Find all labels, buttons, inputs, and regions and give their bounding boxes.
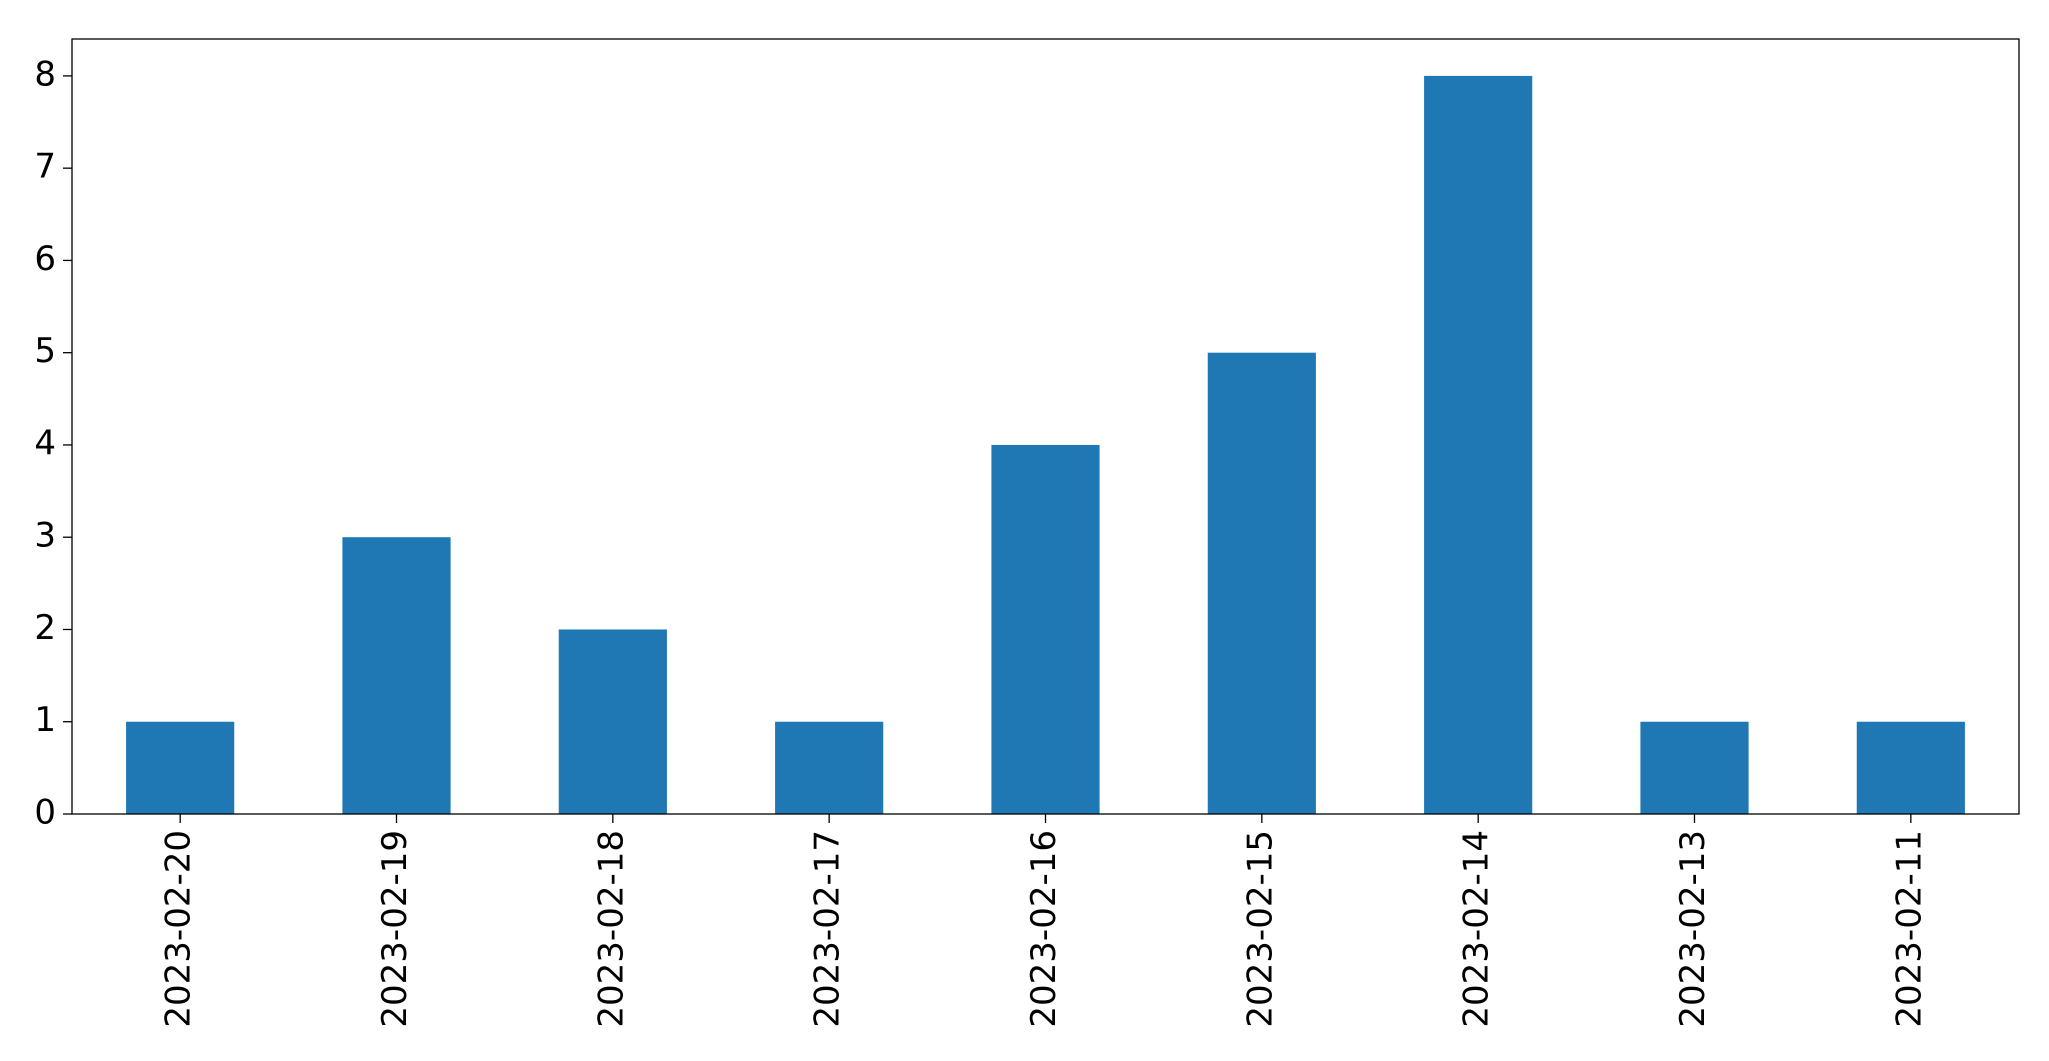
- x-tick-label: 2023-02-17: [808, 830, 848, 1028]
- y-tick-label: 1: [34, 700, 56, 740]
- x-tick-label: 2023-02-18: [591, 830, 631, 1028]
- x-tick-label: 2023-02-20: [159, 830, 199, 1028]
- y-tick-label: 2: [34, 608, 56, 648]
- y-tick-label: 3: [34, 516, 56, 556]
- x-tick-label: 2023-02-14: [1457, 830, 1497, 1028]
- x-tick-label: 2023-02-13: [1673, 830, 1713, 1028]
- bar: [126, 721, 235, 814]
- y-tick-label: 0: [34, 793, 56, 833]
- x-tick-label: 2023-02-15: [1240, 830, 1280, 1028]
- y-tick-label: 6: [34, 239, 56, 279]
- bar: [1424, 75, 1533, 814]
- y-tick-label: 7: [34, 147, 56, 187]
- x-tick-label: 2023-02-19: [375, 830, 415, 1028]
- y-tick-label: 5: [34, 331, 56, 371]
- bar: [1856, 721, 1965, 814]
- x-tick-label: 2023-02-16: [1024, 830, 1064, 1028]
- bar: [558, 629, 667, 814]
- bar: [342, 537, 451, 814]
- y-tick-label: 4: [34, 423, 56, 463]
- plot-frame: [71, 38, 2020, 815]
- y-tick-label: 8: [34, 54, 56, 94]
- bar: [1207, 352, 1316, 814]
- x-tick-label: 2023-02-11: [1889, 830, 1929, 1028]
- bar: [775, 721, 884, 814]
- bar: [991, 444, 1100, 814]
- bar: [1640, 721, 1749, 814]
